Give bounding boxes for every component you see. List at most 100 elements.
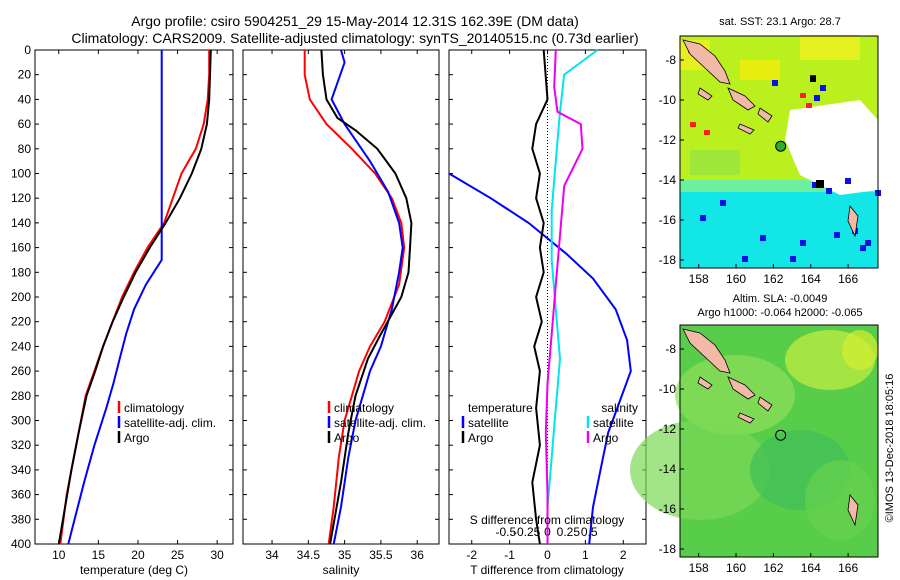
map-y-tick-label: -16 xyxy=(659,502,677,516)
x2-tick-label: -0.5 xyxy=(495,525,516,539)
difference-plot: -2 -1 0 1 2-0.5-0.25 0 0.25 0.5 xyxy=(448,49,646,562)
y-tick-label: 360 xyxy=(11,488,31,502)
sst-red-pixel xyxy=(800,93,806,98)
y-tick-label: 220 xyxy=(11,315,31,329)
legend-salinity-title: salinity xyxy=(601,401,638,415)
island xyxy=(757,396,773,412)
salinity-xlabel: salinity xyxy=(323,563,360,577)
sst-blue-pixel xyxy=(772,80,778,86)
map-y-tick-label: -12 xyxy=(659,133,677,147)
temperature-xlabel: temperature (deg C) xyxy=(80,563,188,577)
x-tick-label: 34 xyxy=(265,548,279,562)
sst-blue-pixel xyxy=(845,178,851,184)
sst-blue-pixel xyxy=(720,200,726,206)
sst-cool-band xyxy=(680,192,878,268)
x-tick-label: 35 xyxy=(338,548,352,562)
sst-blue-pixel xyxy=(700,215,706,221)
x-tick-label: -1 xyxy=(504,548,515,562)
sst-blue-pixel xyxy=(865,240,871,246)
map-frame xyxy=(679,35,879,269)
x-tick-label: 30 xyxy=(210,548,224,562)
island xyxy=(847,494,859,527)
sst-patch xyxy=(690,150,740,175)
series-argo xyxy=(57,49,212,545)
island xyxy=(727,87,756,111)
series-climatology xyxy=(59,50,211,545)
legend-climatology: climatology xyxy=(124,401,184,415)
sst-blue-pixel xyxy=(800,240,806,246)
x-tick-label: 1 xyxy=(582,548,589,562)
map-x-tick-label: 166 xyxy=(838,561,858,575)
x2-tick-label: 0.25 xyxy=(557,525,581,539)
map-y-tick-label: -18 xyxy=(659,542,677,556)
map-y-tick-label: -10 xyxy=(659,382,677,396)
sst-patch xyxy=(800,35,860,60)
x-tick-label: 2 xyxy=(620,548,627,562)
x-tick-label: 34.5 xyxy=(297,548,321,562)
map-y-tick-label: -12 xyxy=(659,422,677,436)
island xyxy=(697,87,713,101)
sst-dark-pixel xyxy=(810,76,816,82)
y-tick-label: 300 xyxy=(11,414,31,428)
sst-blue-pixel xyxy=(742,256,748,262)
series-satellite-adj-clim- xyxy=(67,50,163,545)
sst-red-pixel xyxy=(690,122,696,127)
sst-blue-pixel xyxy=(834,232,840,238)
sst-red-pixel xyxy=(704,130,710,135)
difference-legend: temperature satellite Argo salinity sate… xyxy=(461,401,638,445)
map-x-tick-label: 158 xyxy=(689,272,709,286)
sst-blue-pixel xyxy=(790,256,796,262)
island xyxy=(737,123,755,135)
x2-tick-label: -0.25 xyxy=(513,525,541,539)
series-s-satellite xyxy=(546,49,599,544)
x-tick-label: 10 xyxy=(52,548,66,562)
float-marker xyxy=(775,140,787,152)
series-s-argo xyxy=(544,49,584,544)
series-satellite-adj-clim- xyxy=(330,49,404,545)
island xyxy=(737,412,755,424)
salinity-plot: 34 34.5 35 35.5 36 xyxy=(243,49,439,562)
y-tick-label: 160 xyxy=(11,241,31,255)
legend-temperature-title: temperature xyxy=(468,401,533,415)
y-tick-label: 140 xyxy=(11,216,31,230)
y-tick-label: 0 xyxy=(24,43,31,57)
sst-map-title: sat. SST: 23.1 Argo: 28.7 xyxy=(719,16,841,28)
map-y-tick-label: -14 xyxy=(659,462,677,476)
legend-argo: Argo xyxy=(124,431,150,445)
sst-blue-pixel xyxy=(814,95,820,101)
y-tick-label: 260 xyxy=(11,364,31,378)
x-tick-label: 20 xyxy=(131,548,145,562)
map-y-tick-label: -18 xyxy=(659,253,677,267)
y-tick-label: 40 xyxy=(18,92,32,106)
map-x-tick-label: 160 xyxy=(726,272,746,286)
legend-s-satellite: satellite xyxy=(593,416,634,430)
temperature-plot: 0 20 40 60 80 100 120 140 160 180 200 220 240 260 280 3… xyxy=(11,43,233,562)
y-tick-label: 280 xyxy=(11,389,31,403)
x-tick-label: 0 xyxy=(544,548,551,562)
map-x-tick-label: 164 xyxy=(801,561,821,575)
x2-tick-label: 0.5 xyxy=(581,525,598,539)
y-tick-label: 400 xyxy=(11,537,31,551)
sst-blue-pixel xyxy=(820,85,826,91)
legend-argo: Argo xyxy=(334,431,360,445)
sla-argo-title: Argo h1000: -0.064 h2000: -0.065 xyxy=(697,307,862,319)
temperature-legend: climatology satellite-adj. clim. Argo xyxy=(117,401,216,445)
series-argo xyxy=(320,49,413,545)
map-x-tick-label: 164 xyxy=(801,272,821,286)
sla-map-title: Altim. SLA: -0.0049 xyxy=(733,293,828,305)
x-tick-label: 35.5 xyxy=(369,548,393,562)
map-y-tick-label: -10 xyxy=(659,93,677,107)
sst-missing-area xyxy=(785,100,878,195)
sst-blue-pixel xyxy=(860,245,866,251)
y-tick-label: 380 xyxy=(11,512,31,526)
series-climatology xyxy=(303,50,406,545)
map-x-tick-label: 162 xyxy=(763,561,783,575)
t-difference-xlabel: T difference from climatology xyxy=(470,563,624,577)
sst-blue-pixel xyxy=(760,235,766,241)
legend-satellite: satellite-adj. clim. xyxy=(334,416,426,430)
series-t-argo xyxy=(531,49,549,545)
salinity-panel xyxy=(242,49,440,545)
legend-s-argo: Argo xyxy=(593,431,619,445)
x-tick-label: 36 xyxy=(411,548,425,562)
